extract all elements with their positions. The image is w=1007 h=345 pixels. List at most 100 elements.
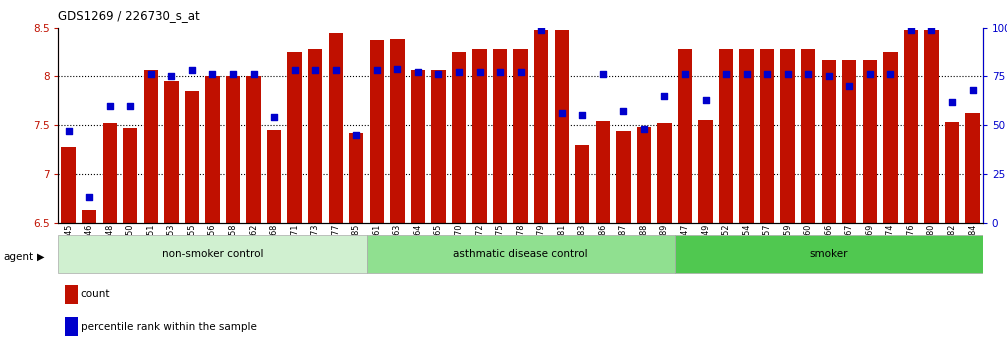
Text: asthmatic disease control: asthmatic disease control xyxy=(453,249,588,259)
Point xyxy=(965,87,981,93)
Point xyxy=(533,27,549,32)
Bar xyxy=(205,76,220,223)
Bar xyxy=(863,60,877,223)
Point xyxy=(390,66,406,71)
Point xyxy=(327,68,343,73)
Point xyxy=(184,68,200,73)
Bar xyxy=(472,49,486,223)
Bar xyxy=(842,60,857,223)
Bar xyxy=(308,49,322,223)
Bar xyxy=(367,235,675,274)
Bar xyxy=(514,49,528,223)
Bar xyxy=(698,120,713,223)
Point xyxy=(759,72,775,77)
Point xyxy=(657,93,673,99)
Point xyxy=(923,27,940,32)
Bar xyxy=(903,30,918,223)
Bar xyxy=(780,49,795,223)
Point xyxy=(163,73,179,79)
Bar xyxy=(144,70,158,223)
Bar xyxy=(103,123,117,223)
Point xyxy=(821,73,837,79)
Bar xyxy=(164,81,178,223)
Text: agent: agent xyxy=(3,252,33,262)
Bar xyxy=(822,60,836,223)
Bar xyxy=(924,30,939,223)
Text: percentile rank within the sample: percentile rank within the sample xyxy=(81,322,257,332)
Point xyxy=(225,72,241,77)
Point xyxy=(143,72,159,77)
Bar xyxy=(636,127,652,223)
Bar xyxy=(226,76,241,223)
Text: GDS1269 / 226730_s_at: GDS1269 / 226730_s_at xyxy=(58,9,200,22)
Point xyxy=(266,115,282,120)
Point xyxy=(882,72,898,77)
Point xyxy=(841,83,857,89)
Text: smoker: smoker xyxy=(810,249,848,259)
Point xyxy=(862,72,878,77)
Point xyxy=(738,72,754,77)
Bar xyxy=(431,70,446,223)
Bar xyxy=(678,49,692,223)
Point xyxy=(635,126,652,132)
Bar xyxy=(739,49,754,223)
Point xyxy=(779,72,796,77)
Point xyxy=(102,103,118,108)
Bar xyxy=(492,49,508,223)
Bar xyxy=(945,122,960,223)
Bar xyxy=(616,131,630,223)
Point xyxy=(60,128,77,134)
Point xyxy=(122,103,138,108)
Bar xyxy=(82,210,97,223)
Bar xyxy=(883,52,897,223)
Point xyxy=(677,72,693,77)
Bar xyxy=(390,39,405,223)
Point xyxy=(430,72,446,77)
Text: count: count xyxy=(81,289,110,299)
Bar xyxy=(123,128,138,223)
Text: non-smoker control: non-smoker control xyxy=(162,249,263,259)
Point xyxy=(574,112,590,118)
Point xyxy=(246,72,262,77)
Bar xyxy=(247,76,261,223)
Bar xyxy=(966,114,980,223)
Point xyxy=(698,97,714,102)
Point xyxy=(410,70,426,75)
Bar xyxy=(534,30,549,223)
Bar xyxy=(575,145,589,223)
Bar xyxy=(555,30,569,223)
Point xyxy=(513,70,529,75)
Point xyxy=(287,68,303,73)
Text: ▶: ▶ xyxy=(37,252,44,262)
Bar xyxy=(58,235,367,274)
Point xyxy=(944,99,960,105)
Bar xyxy=(719,49,733,223)
Point xyxy=(348,132,365,138)
Bar xyxy=(801,49,816,223)
Bar xyxy=(184,91,199,223)
Point xyxy=(204,72,221,77)
Bar xyxy=(658,123,672,223)
Point xyxy=(492,70,509,75)
Bar xyxy=(760,49,774,223)
Point xyxy=(718,72,734,77)
Point xyxy=(615,109,631,114)
Bar xyxy=(411,70,425,223)
Bar xyxy=(328,33,343,223)
Point xyxy=(554,111,570,116)
Point xyxy=(451,70,467,75)
Point xyxy=(471,70,487,75)
Bar xyxy=(370,40,384,223)
Point xyxy=(369,68,385,73)
Bar xyxy=(452,52,466,223)
Bar xyxy=(675,235,983,274)
Point xyxy=(801,72,817,77)
Point xyxy=(82,195,98,200)
Point xyxy=(307,68,323,73)
Bar xyxy=(267,130,281,223)
Bar xyxy=(595,121,610,223)
Point xyxy=(595,72,611,77)
Bar xyxy=(349,133,364,223)
Point xyxy=(903,27,919,32)
Bar xyxy=(287,52,302,223)
